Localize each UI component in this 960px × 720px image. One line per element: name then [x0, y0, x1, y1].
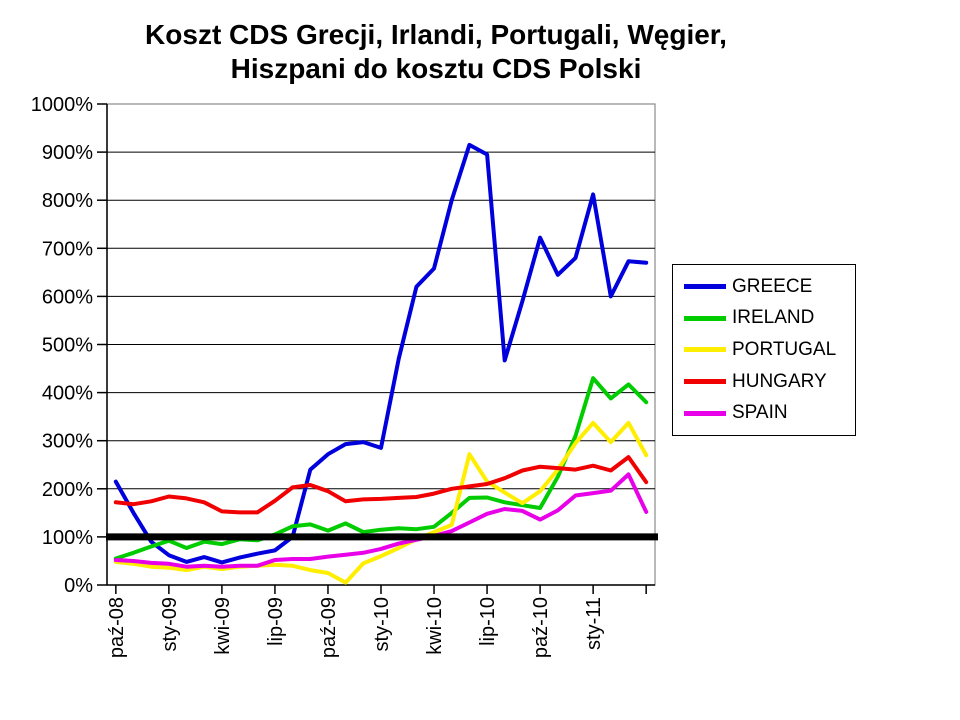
y-tick-label: 300%: [42, 431, 93, 453]
y-tick-label: 1000%: [31, 94, 93, 116]
legend-label-portugal: PORTUGAL: [732, 338, 837, 360]
hungary-line-swatch: [684, 379, 726, 385]
legend-entry-portugal: PORTUGAL: [673, 339, 855, 361]
series-line-hungary: [113, 455, 649, 515]
x-tick-label: sty-09: [159, 597, 181, 651]
y-tick-label: 200%: [42, 479, 93, 501]
y-tick-label: 500%: [42, 335, 93, 357]
legend-entry-ireland: IRELAND: [673, 307, 855, 329]
x-tick-label: lip-10: [477, 597, 499, 646]
chart-title-line1: Koszt CDS Grecji, Irlandi, Portugali, Wę…: [145, 19, 727, 50]
y-tick-label: 900%: [42, 142, 93, 164]
chart-title: Koszt CDS Grecji, Irlandi, Portugali, Wę…: [16, 18, 856, 86]
x-tick-label: sty-11: [583, 597, 605, 650]
x-tick-label: lip-09: [265, 597, 287, 646]
chart-title-line2: Hiszpani do kosztu CDS Polski: [230, 53, 642, 84]
legend-entry-spain: SPAIN: [673, 402, 855, 424]
legend-label-hungary: HUNGARY: [732, 370, 827, 392]
legend-entry-hungary: HUNGARY: [673, 371, 855, 393]
x-tick-label: paź-08: [106, 597, 128, 658]
legend-entry-greece: GREECE: [673, 276, 855, 298]
y-tick-label: 600%: [42, 286, 93, 308]
series-line-spain: [113, 472, 649, 569]
y-tick-label: 800%: [42, 190, 93, 212]
portugal-line-swatch: [684, 347, 726, 353]
x-tick-label: sty-10: [371, 597, 393, 651]
x-tick-label: kwi-09: [212, 597, 234, 655]
legend-label-ireland: IRELAND: [732, 307, 815, 329]
ireland-line-swatch: [684, 315, 726, 321]
x-tick-label: kwi-10: [424, 597, 446, 655]
series-line-greece: [113, 142, 649, 565]
legend-label-greece: GREECE: [732, 275, 813, 297]
spain-line-swatch: [684, 410, 726, 416]
series-line-ireland: [113, 376, 649, 561]
legend-label-spain: SPAIN: [732, 402, 788, 424]
x-tick-label: paź-10: [530, 597, 552, 658]
greece-line-swatch: [684, 284, 726, 290]
y-tick-label: 0%: [64, 575, 93, 597]
y-tick-label: 700%: [42, 238, 93, 260]
y-tick-label: 100%: [42, 527, 93, 549]
y-tick-label: 400%: [42, 383, 93, 405]
x-tick-label: paź-09: [318, 597, 340, 658]
legend: GREECE IRELAND PORTUGAL HUNGARY SPAIN: [672, 264, 856, 436]
